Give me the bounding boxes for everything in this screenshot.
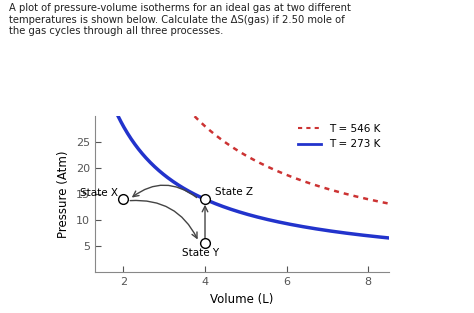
Text: State X: State X — [81, 188, 118, 198]
T = 546 K — [327, 187, 333, 191]
Text: State Y: State Y — [182, 248, 219, 258]
Text: A plot of pressure-volume isotherms for an ideal gas at two different
temperatur: A plot of pressure-volume isotherms for … — [9, 3, 351, 36]
T = 546 K — [359, 196, 365, 200]
Y-axis label: Pressure (Atm): Pressure (Atm) — [57, 150, 70, 238]
T = 273 K — [162, 174, 168, 177]
Line: T = 546 K: T = 546 K — [195, 116, 389, 203]
T = 546 K — [245, 154, 250, 158]
T = 273 K — [351, 232, 356, 236]
X-axis label: Volume (L): Volume (L) — [210, 293, 273, 306]
T = 273 K — [115, 114, 121, 118]
T = 546 K — [386, 202, 392, 205]
T = 273 K — [386, 236, 392, 240]
Text: State Z: State Z — [215, 187, 253, 197]
T = 546 K — [208, 130, 214, 133]
T = 273 K — [312, 227, 318, 231]
T = 273 K — [221, 205, 227, 209]
T = 273 K — [224, 206, 229, 210]
T = 546 K — [192, 114, 198, 118]
Line: T = 273 K: T = 273 K — [118, 116, 389, 238]
T = 546 K — [345, 192, 350, 196]
T = 546 K — [269, 167, 274, 170]
Legend: T = 546 K, T = 273 K: T = 546 K, T = 273 K — [295, 121, 383, 152]
T = 273 K — [337, 230, 343, 234]
